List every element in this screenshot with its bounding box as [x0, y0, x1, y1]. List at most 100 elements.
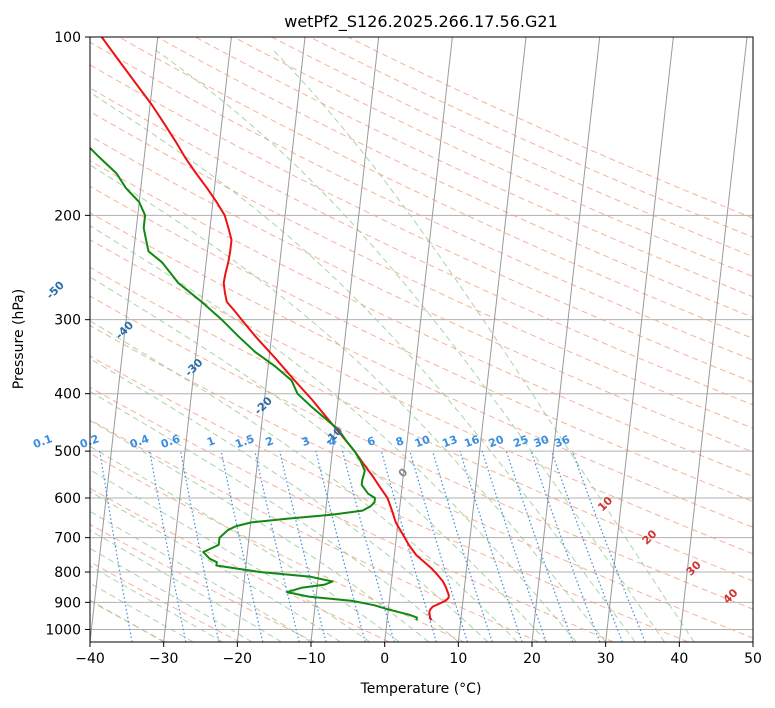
isotherm-line [310, 37, 380, 642]
dry-adiabat-line [90, 135, 753, 453]
mixing-ratio-line [99, 451, 133, 642]
mixing-ratio-label: 8 [394, 434, 406, 449]
dry-adiabat-line [90, 355, 689, 642]
isotherm-line [384, 37, 453, 642]
dry-adiabat-line [90, 295, 753, 610]
moist-adiabat-line [90, 225, 577, 642]
mixing-ratio-line [481, 450, 547, 642]
y-tick-label: 700 [54, 531, 81, 547]
moist-adiabat-line [154, 49, 665, 642]
dry-adiabat-line [90, 160, 753, 478]
dry-adiabat-line [90, 452, 465, 642]
moist-adiabat-line [90, 91, 636, 642]
mixing-ratio-line [505, 450, 574, 642]
mixing-ratio-label: 4 [327, 434, 339, 449]
x-tick-label: 50 [744, 651, 762, 667]
axes: −40 −30 −20 −10 0 10 20 30 40 5010020030040050060… [45, 30, 762, 667]
dry-adiabat-line [156, 37, 753, 318]
mixing-ratio-label: 20 [487, 433, 506, 451]
y-tick-label: 800 [54, 565, 81, 581]
x-tick-label: 40 [670, 651, 688, 667]
mixing-ratio-label: 1.5 [233, 432, 256, 451]
isotherm-line [236, 37, 306, 642]
isotherm-line [457, 37, 527, 642]
isotherm-line [531, 37, 601, 642]
y-axis-label: Pressure (hPa) [11, 289, 27, 389]
mixing-ratio-label: 1 [205, 434, 217, 449]
mixing-ratio-line [530, 450, 601, 642]
mixing-ratio-label: 6 [365, 434, 377, 449]
dry-adiabat-line [90, 212, 753, 528]
dry-adiabat-line [90, 239, 753, 555]
dry-adiabat-line [90, 185, 753, 503]
mixing-ratio-label: 2 [264, 434, 276, 449]
mixing-ratio-line [341, 450, 395, 642]
y-tick-label: 900 [54, 595, 81, 611]
x-tick-label: 20 [523, 651, 541, 667]
moist-adiabat-line [90, 419, 430, 642]
dry-adiabat-line [90, 266, 753, 582]
mixing-ratio-line [315, 450, 366, 642]
isotherm-line [678, 37, 748, 642]
moist-adiabat-line [90, 582, 194, 642]
x-tick-label: −20 [223, 651, 253, 667]
dry-adiabat-line [90, 87, 753, 406]
mixing-ratio-line [279, 450, 327, 642]
y-tick-label: 600 [54, 491, 81, 507]
mixing-ratio-label: 0.1 [31, 432, 54, 451]
mixing-ratio-label: 0.4 [128, 432, 151, 451]
moist-adiabat-line [90, 599, 164, 642]
isotherm-line [605, 37, 674, 642]
y-tick-label: 300 [54, 313, 81, 329]
dry-adiabat-line [195, 37, 753, 298]
mixing-ratio-line [380, 450, 437, 642]
dry-adiabat-line [90, 111, 753, 429]
x-tick-label: 0 [380, 651, 389, 667]
moist-adiabat-line [90, 164, 607, 642]
mixing-ratio-label: 16 [463, 433, 482, 451]
isotherm-line [163, 37, 232, 642]
moist-adiabat-line [90, 445, 400, 642]
moist-adiabat-line [90, 469, 371, 642]
mixing-ratio-line [220, 450, 264, 642]
background-lines [90, 37, 753, 642]
dewpoint-profile-line [90, 146, 418, 621]
x-axis-label: Temperature (°C) [360, 681, 482, 697]
mixing-ratio-line [254, 450, 300, 642]
mixing-ratio-line [432, 450, 493, 642]
y-tick-label: 1000 [45, 622, 81, 638]
moist-adiabat-line [90, 276, 548, 642]
mixing-ratio-line [409, 450, 469, 642]
dry-adiabat-line [90, 41, 753, 361]
dry-adiabat-line [90, 324, 753, 639]
x-tick-label: 30 [597, 651, 615, 667]
data-lines [90, 37, 450, 621]
x-tick-label: −40 [75, 651, 105, 667]
chart-title: wetPf2_S126.2025.266.17.56.G21 [284, 12, 558, 32]
x-tick-label: −10 [296, 651, 326, 667]
mixing-ratio-line [459, 450, 523, 642]
moist-adiabat-line [90, 490, 341, 642]
mixing-ratio-label: 36 [553, 433, 572, 451]
y-tick-label: 100 [54, 30, 81, 46]
plot-frame [89, 36, 754, 643]
x-tick-label: −30 [149, 651, 179, 667]
moist-adiabat-line [90, 510, 312, 642]
mixing-ratio-line [149, 450, 187, 642]
mixing-ratio-label: 0.6 [159, 432, 182, 451]
dry-adiabat-line [90, 419, 540, 642]
x-tick-label: 10 [449, 651, 467, 667]
mixing-ratio-label: 3 [300, 434, 312, 449]
y-tick-label: 400 [54, 387, 81, 403]
dry-adiabat-line [118, 37, 753, 340]
mixing-ratio-label: 30 [532, 433, 551, 451]
mixing-ratio-line [180, 450, 220, 642]
mixing-ratio-label: 13 [440, 433, 459, 450]
mixing-ratio-label: 10 [413, 433, 432, 451]
y-tick-label: 500 [54, 444, 81, 460]
mixing-ratio-label: 25 [511, 433, 530, 450]
moist-adiabat-line [272, 49, 695, 642]
moist-adiabat-line [90, 390, 459, 642]
